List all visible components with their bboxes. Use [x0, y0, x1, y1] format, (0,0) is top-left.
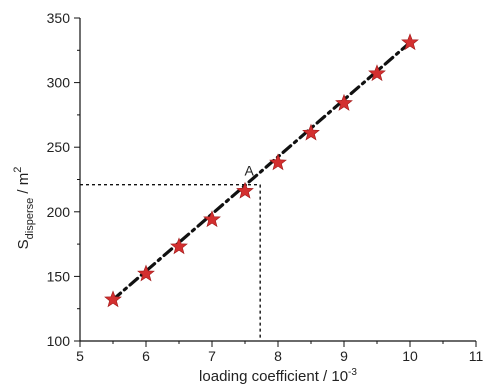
y-axis-label: Sdisperse / m2	[12, 167, 36, 250]
y-axis-label-main: S	[15, 239, 32, 249]
annotations: A	[245, 163, 255, 179]
y-axis-label-sup: 2	[12, 167, 24, 173]
x-axis-label: loading coefficient / 10-3	[199, 367, 357, 385]
data-point-star	[302, 123, 320, 141]
axes: 5 6 7 8 9 10 11 100 150 200 250 300 350	[47, 10, 484, 364]
x-axis-label-main: loading coefficient / 10	[199, 368, 348, 385]
x-tick-label: 11	[469, 348, 484, 364]
y-tick-label: 300	[47, 75, 71, 91]
annotation-label: A	[245, 163, 255, 179]
data-point-star	[368, 64, 386, 82]
x-tick-label: 5	[76, 348, 84, 364]
fit-line-group	[111, 40, 412, 302]
y-tick-label: 150	[47, 268, 71, 284]
x-axis-label-sup: -3	[348, 367, 357, 378]
y-axis-label-sub: disperse	[24, 198, 36, 240]
y-tick-label: 250	[47, 139, 71, 155]
data-point-star	[401, 33, 419, 51]
x-tick-label: 10	[402, 348, 418, 364]
y-axis-label-rest: / m	[15, 173, 32, 198]
y-tick-label: 200	[47, 204, 71, 220]
data-point-star	[236, 181, 254, 199]
x-tick-label: 6	[142, 348, 150, 364]
x-tick-label: 9	[340, 348, 348, 364]
y-tick-label: 350	[47, 10, 71, 26]
data-point-star	[137, 264, 155, 282]
data-point-star	[170, 237, 188, 255]
data-point-star	[104, 290, 122, 308]
y-tick-label: 100	[47, 333, 71, 349]
data-points	[104, 33, 419, 308]
x-tick-label: 7	[208, 348, 216, 364]
guide-lines	[80, 183, 261, 341]
fit-line	[111, 40, 412, 302]
x-tick-label: 8	[274, 348, 282, 364]
data-point-star	[203, 210, 221, 228]
data-point-star	[269, 153, 287, 171]
data-point-star	[335, 93, 353, 111]
